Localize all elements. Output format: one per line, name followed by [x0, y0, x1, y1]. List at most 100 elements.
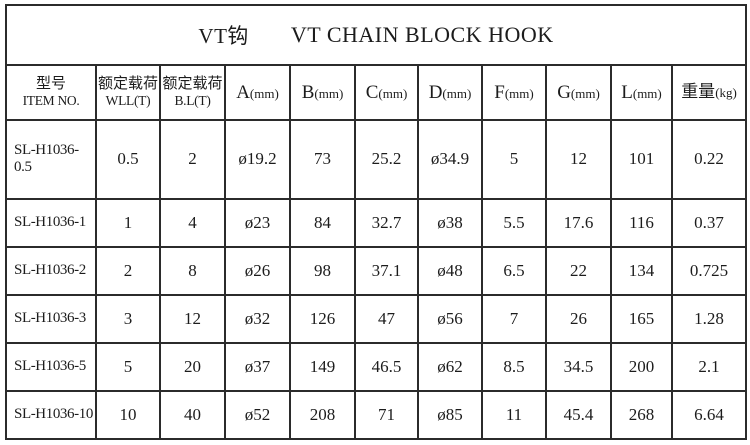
- header-dim-letter: L: [621, 81, 633, 103]
- spec-value-cell: 5: [95, 341, 161, 392]
- column-header-d: D(mm): [417, 64, 483, 121]
- spec-value-cell: 40: [159, 389, 226, 441]
- spec-value-cell: 1: [95, 197, 161, 248]
- item-no-cell: SL-H1036-0.5: [5, 119, 97, 200]
- header-dim-unit: (mm): [314, 85, 344, 101]
- spec-value-cell: ø23: [224, 197, 291, 248]
- spec-value-cell: 5.5: [481, 197, 547, 248]
- column-header-c: C(mm): [354, 64, 419, 121]
- table-title: VT钩 VT CHAIN BLOCK HOOK: [4, 4, 748, 66]
- spec-value-cell: 5: [481, 119, 547, 200]
- table-row: SL-H1036-1 1 4 ø23 84 32.7 ø38 5.5 17.6 116 0.37: [5, 197, 748, 248]
- header-dim-unit: (mm): [504, 85, 534, 101]
- spec-value-cell: 165: [610, 293, 673, 344]
- spec-value-cell: 0.5: [95, 119, 161, 200]
- spec-value-cell: 8.5: [481, 341, 547, 392]
- spec-value-cell: 20: [159, 341, 226, 392]
- header-dim-unit: (mm): [570, 85, 600, 101]
- item-no-cell: SL-H1036-5: [5, 341, 97, 392]
- header-dim-unit: (mm): [249, 85, 279, 101]
- spec-value-cell: 149: [289, 341, 356, 392]
- spec-value-cell: ø19.2: [224, 119, 291, 200]
- column-header-f: F(mm): [481, 64, 547, 121]
- table-row: SL-H1036-10 10 40 ø52 208 71 ø85 11 45.4 268 6.64: [5, 389, 748, 441]
- table-row: SL-H1036-0.5 0.5 2 ø19.2 73 25.2 ø34.9 5 12 101 0.…: [5, 119, 748, 200]
- spec-value-cell: 101: [610, 119, 673, 200]
- header-dim-unit: (mm): [378, 85, 408, 101]
- header-label-cn: 额定载荷: [97, 76, 158, 93]
- spec-value-cell: 6.5: [481, 245, 547, 296]
- spec-table-body: SL-H1036-0.5 0.5 2 ø19.2 73 25.2 ø34.9 5 12 101 0.…: [5, 119, 748, 441]
- header-dim-letter: D: [428, 81, 443, 103]
- column-header-l: L(mm): [610, 64, 673, 121]
- spec-value-cell: ø32: [224, 293, 291, 344]
- spec-value-cell: 0.22: [670, 119, 748, 200]
- spec-value-cell: 200: [610, 341, 673, 392]
- spec-value-cell: 126: [289, 293, 356, 344]
- spec-value-cell: 268: [610, 389, 673, 441]
- spec-value-cell: 25.2: [354, 119, 419, 200]
- column-header-b: B(mm): [289, 64, 356, 121]
- spec-value-cell: 7: [481, 293, 547, 344]
- title-english: VT CHAIN BLOCK HOOK: [290, 22, 554, 47]
- spec-value-cell: 26: [545, 293, 612, 344]
- spec-value-cell: ø85: [417, 389, 483, 441]
- spec-value-cell: 0.37: [670, 197, 748, 248]
- spec-value-cell: ø52: [224, 389, 291, 441]
- header-dim-unit: (mm): [632, 85, 662, 101]
- spec-value-cell: ø38: [417, 197, 483, 248]
- spec-value-cell: 98: [289, 245, 356, 296]
- spec-value-cell: ø37: [224, 341, 291, 392]
- item-no-cell: SL-H1036-3: [5, 293, 97, 344]
- spec-value-cell: 2: [95, 245, 161, 296]
- spec-value-cell: 4: [159, 197, 226, 248]
- spec-value-cell: ø26: [224, 245, 291, 296]
- spec-value-cell: 0.725: [670, 245, 748, 296]
- header-label-en: WLL(T): [105, 93, 151, 109]
- column-header-g: G(mm): [545, 64, 612, 121]
- spec-value-cell: 2: [159, 119, 226, 200]
- spec-value-cell: 11: [481, 389, 547, 441]
- spec-value-cell: 208: [289, 389, 356, 441]
- column-header-weight: 重量(kg): [670, 64, 748, 121]
- spec-value-cell: 32.7: [354, 197, 419, 248]
- header-label-en: ITEM NO.: [22, 93, 80, 109]
- table-title-row: VT钩 VT CHAIN BLOCK HOOK: [4, 4, 748, 66]
- header-dim-letter: C: [365, 81, 379, 103]
- spec-value-cell: 73: [289, 119, 356, 200]
- item-no-cell: SL-H1036-1: [5, 197, 97, 248]
- column-header-wll: 额定载荷 WLL(T): [95, 64, 161, 121]
- spec-value-cell: ø48: [417, 245, 483, 296]
- spec-value-cell: 6.64: [670, 389, 748, 441]
- spec-value-cell: 116: [610, 197, 673, 248]
- table-row: SL-H1036-3 3 12 ø32 126 47 ø56 7 26 165 1.28: [5, 293, 748, 344]
- table-row: SL-H1036-2 2 8 ø26 98 37.1 ø48 6.5 22 134 0.725: [5, 245, 748, 296]
- header-dim-letter: B: [301, 81, 315, 103]
- spec-value-cell: 22: [545, 245, 612, 296]
- spec-value-cell: 37.1: [354, 245, 419, 296]
- header-label-cn: 额定载荷: [162, 76, 223, 93]
- column-header-bl: 额定载荷 B.L(T): [159, 64, 226, 121]
- spec-value-cell: 1.28: [670, 293, 748, 344]
- title-chinese: VT钩: [198, 24, 249, 48]
- spec-table: VT钩 VT CHAIN BLOCK HOOK 型号 ITEM NO. 额定载荷…: [4, 4, 748, 441]
- spec-value-cell: 12: [159, 293, 226, 344]
- spec-value-cell: 3: [95, 293, 161, 344]
- table-header-row: 型号 ITEM NO. 额定载荷 WLL(T) 额定载荷 B.L(T): [5, 64, 748, 121]
- spec-value-cell: ø56: [417, 293, 483, 344]
- spec-value-cell: ø62: [417, 341, 483, 392]
- spec-sheet: VT钩 VT CHAIN BLOCK HOOK 型号 ITEM NO. 额定载荷…: [4, 4, 748, 441]
- spec-value-cell: 17.6: [545, 197, 612, 248]
- spec-value-cell: 47: [354, 293, 419, 344]
- column-header-a: A(mm): [224, 64, 291, 121]
- spec-value-cell: 34.5: [545, 341, 612, 392]
- spec-value-cell: 8: [159, 245, 226, 296]
- spec-value-cell: 84: [289, 197, 356, 248]
- spec-value-cell: ø34.9: [417, 119, 483, 200]
- table-row: SL-H1036-5 5 20 ø37 149 46.5 ø62 8.5 34.5 200 2.1: [5, 341, 748, 392]
- header-label-en: B.L(T): [174, 93, 211, 109]
- spec-value-cell: 10: [95, 389, 161, 441]
- spec-value-cell: 12: [545, 119, 612, 200]
- column-header-item-no: 型号 ITEM NO.: [5, 64, 97, 121]
- spec-value-cell: 71: [354, 389, 419, 441]
